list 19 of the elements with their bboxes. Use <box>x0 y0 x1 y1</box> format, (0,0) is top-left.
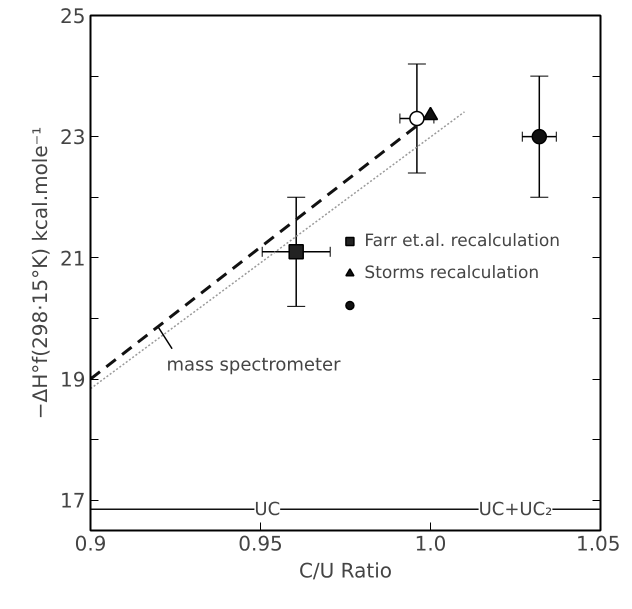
y-tick-label: 19 <box>60 368 86 392</box>
x-tick-label: 1.05 <box>576 532 620 556</box>
y-axis-title: −ΔH°f(298·15°K) kcal.mole⁻¹ <box>28 126 52 420</box>
y-tick-label: 23 <box>60 125 86 150</box>
x-tick-label: 0.95 <box>238 532 283 556</box>
point <box>532 128 548 144</box>
point <box>288 244 304 260</box>
annotation: mass spectrometer <box>166 354 342 376</box>
annotation: UC <box>254 498 280 520</box>
point <box>409 110 425 126</box>
annotation: UC+UC₂ <box>478 498 552 520</box>
legend-label: Farr et.al. recalculation <box>364 230 560 250</box>
y-tick-label: 17 <box>60 488 86 513</box>
y-tick-label: 25 <box>60 4 86 28</box>
x-tick-label: 1.0 <box>414 532 446 556</box>
x-tick-label: 0.9 <box>74 532 106 556</box>
y-tick-label: 21 <box>60 246 86 270</box>
x-axis-title: C/U Ratio <box>298 558 392 582</box>
legend-label: Storms recalculation <box>364 262 540 282</box>
